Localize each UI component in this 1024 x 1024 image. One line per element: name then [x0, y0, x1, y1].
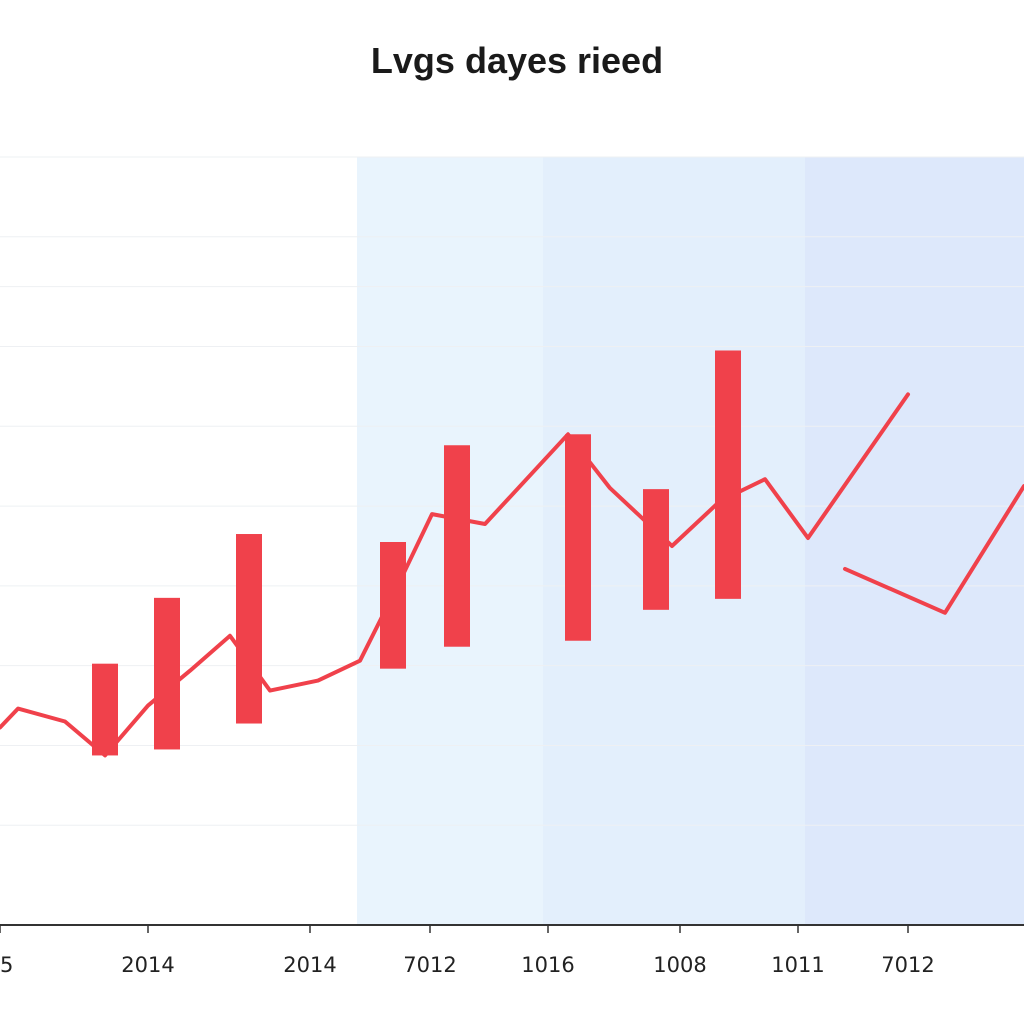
range-bars: [92, 350, 741, 756]
line-segment-2: [843, 484, 1024, 615]
x-tick-label-4: 7012: [403, 953, 456, 977]
range-bar-7: [643, 489, 669, 610]
range-bar-5: [444, 445, 470, 647]
x-tick-label-7: 1011: [771, 953, 824, 977]
chart-title: Lvgs dayes rieed: [370, 40, 664, 81]
x-tick-label-6: 1008: [653, 953, 706, 977]
x-tick-labels: 5 2014 2014 7012 1016 1008 1011 7012: [0, 953, 935, 977]
x-tick-label-5: 1016: [521, 953, 574, 977]
range-bar-2: [154, 597, 180, 750]
x-axis: [0, 924, 1024, 933]
grid-lines: [0, 156, 1024, 826]
range-bar-4: [380, 541, 406, 669]
range-bar-6: [565, 434, 591, 641]
x-tick-label-3: 2014: [283, 953, 336, 977]
x-tick-label-2: 2014: [121, 953, 174, 977]
range-bar-1: [92, 663, 118, 756]
range-bar-8: [715, 350, 741, 599]
x-tick-label-1: 5: [0, 953, 13, 977]
x-tick-label-8: 7012: [881, 953, 934, 977]
range-bar-3: [236, 534, 262, 724]
